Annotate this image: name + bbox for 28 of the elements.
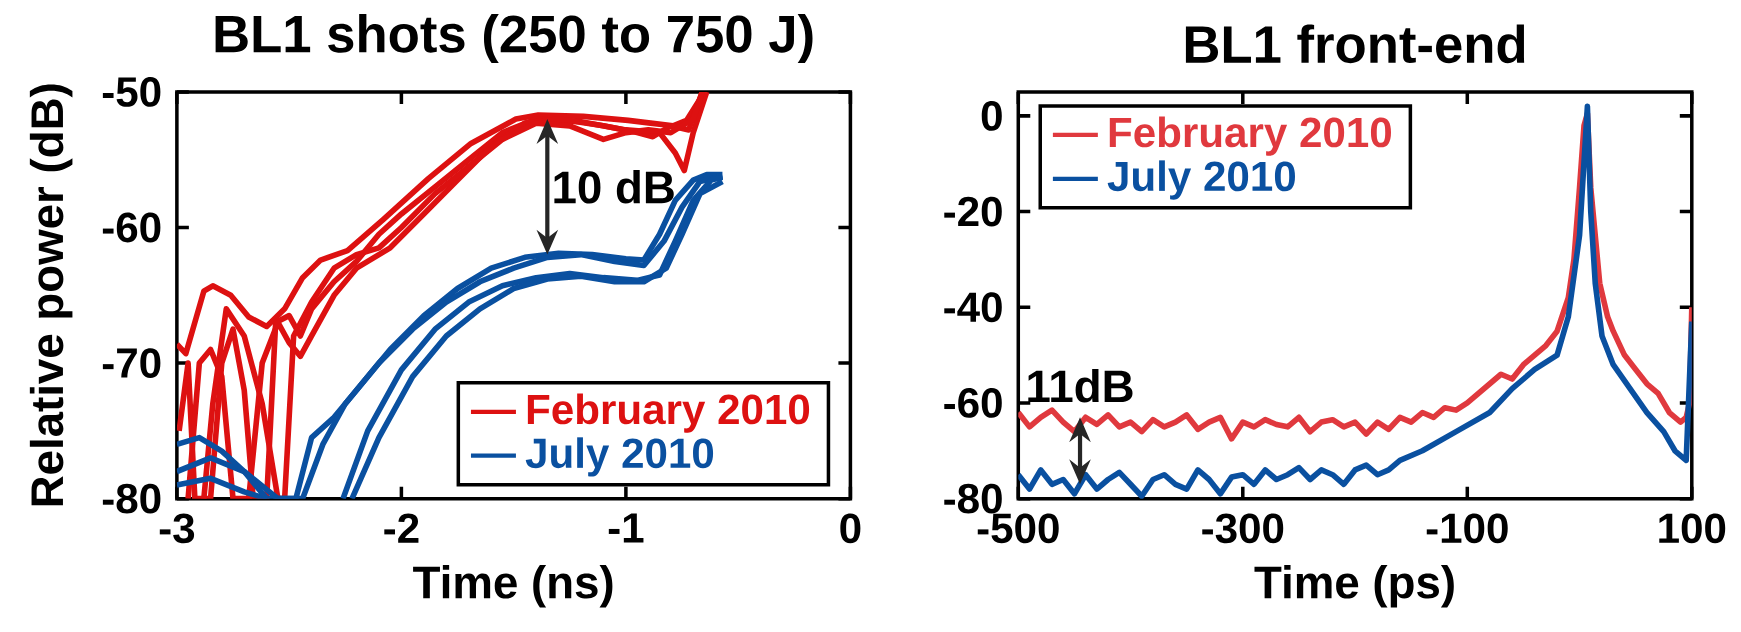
chart-title: BL1 shots (250 to 750 J) <box>215 14 813 64</box>
annotation: 11dB <box>1028 369 1133 403</box>
x-tick-label: -2 <box>384 513 419 544</box>
x-tick-label: -100 <box>1426 513 1508 544</box>
x-tick-label: -300 <box>1202 513 1284 544</box>
x-tick-label: -3 <box>159 513 195 544</box>
y-tick-label: -60 <box>944 388 1002 419</box>
chart-title: BL1 front-end <box>1185 24 1525 64</box>
x-axis-title: Time (ns) <box>413 565 613 608</box>
legend-label: February 2010 <box>527 393 810 433</box>
y-tick-label: -20 <box>944 196 1002 227</box>
legend-label: February 2010 <box>1109 116 1391 156</box>
y-tick-label: -70 <box>102 348 161 379</box>
annotation: 10 dB <box>554 170 674 204</box>
y-tick-label: 0 <box>981 101 1002 131</box>
legend-label: July 2010 <box>525 437 714 477</box>
x-tick-label: 100 <box>1659 513 1726 544</box>
y-tick-label: -40 <box>944 292 1002 323</box>
y-tick-label: -60 <box>102 212 161 243</box>
y-tick-label: -80 <box>102 483 161 514</box>
y-axis-title: Relative power (dB) <box>29 84 73 506</box>
legend-label: July 2010 <box>1107 160 1295 200</box>
x-tick-label: -1 <box>608 513 644 543</box>
y-tick-label: -50 <box>102 77 161 108</box>
x-tick-label: -500 <box>977 513 1059 544</box>
x-axis-title: Time (ps) <box>1254 565 1454 608</box>
y-tick-label: -80 <box>944 483 1002 514</box>
x-tick-label: 0 <box>840 513 861 544</box>
